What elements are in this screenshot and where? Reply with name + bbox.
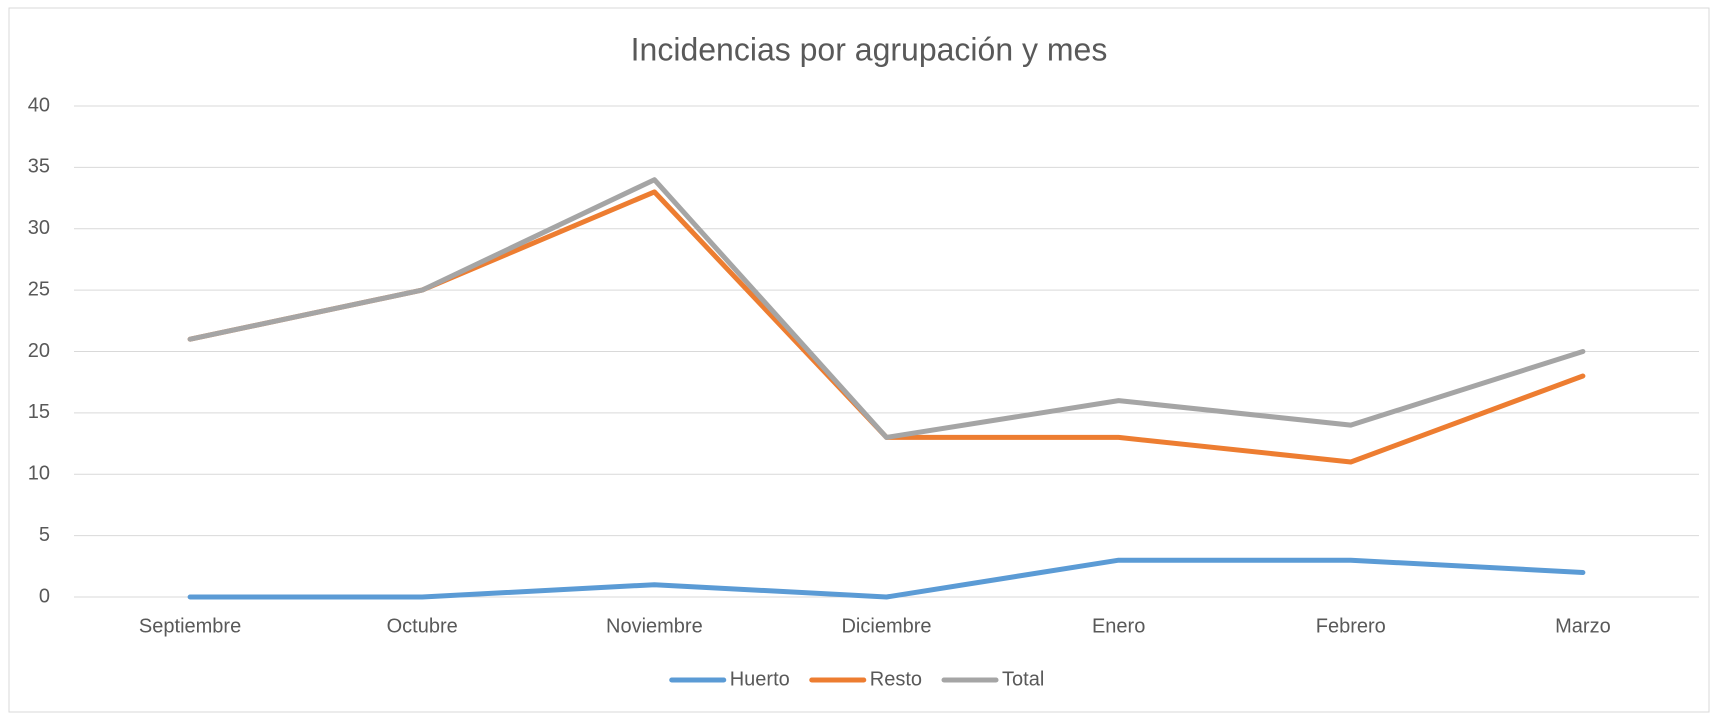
x-tick-label: Marzo	[1555, 615, 1611, 637]
x-tick-label: Febrero	[1316, 615, 1386, 637]
y-tick-label: 20	[28, 340, 50, 362]
legend-label: Huerto	[730, 668, 790, 690]
y-tick-label: 25	[28, 278, 50, 300]
y-tick-label: 40	[28, 94, 50, 116]
series-line	[187, 177, 1586, 440]
y-tick-label: 5	[39, 524, 50, 546]
x-tick-label: Octubre	[387, 615, 458, 637]
legend-label: Resto	[870, 668, 922, 690]
y-tick-label: 10	[28, 463, 50, 485]
y-tick-label: 35	[28, 156, 50, 178]
chart-frame	[8, 7, 1710, 713]
x-tick-label: Enero	[1092, 615, 1145, 637]
x-tick-label: Septiembre	[139, 615, 241, 637]
x-tick-label: Diciembre	[841, 615, 931, 637]
y-tick-label: 0	[39, 585, 50, 607]
y-tick-label: 15	[28, 401, 50, 423]
chart-title: Incidencias por agrupación y mes	[631, 31, 1108, 67]
series-line	[187, 557, 1586, 600]
legend-label: Total	[1002, 668, 1044, 690]
x-tick-label: Noviembre	[606, 615, 703, 637]
y-tick-label: 30	[28, 217, 50, 239]
